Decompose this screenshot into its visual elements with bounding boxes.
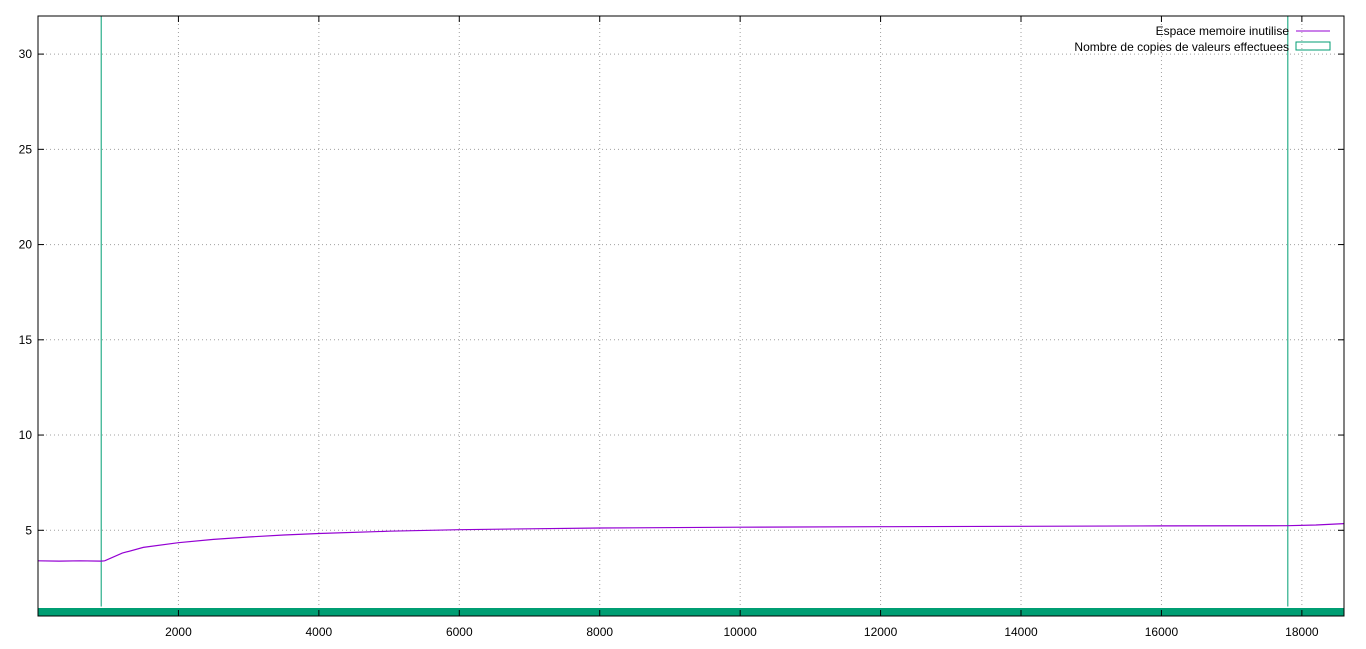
legend-label-memory: Espace memoire inutilise xyxy=(1156,24,1290,38)
axis-ticks: 2000 4000 6000 8000 10000 12000 14000 16000 1800… xyxy=(19,16,1344,639)
y-tick-label: 15 xyxy=(19,333,33,347)
x-tick-label: 10000 xyxy=(723,625,757,639)
plot-border xyxy=(37,15,1345,617)
plot-background xyxy=(38,16,1344,616)
grid xyxy=(38,16,1344,616)
y-tick-label: 30 xyxy=(19,47,33,61)
memory-series xyxy=(37,523,1345,562)
x-tick-label: 6000 xyxy=(446,625,473,639)
legend-swatch-copies xyxy=(1295,41,1331,51)
x-tick-label: 8000 xyxy=(586,625,613,639)
x-tick-label: 14000 xyxy=(1004,625,1038,639)
copies-baseline-band xyxy=(38,608,1344,616)
legend: Espace memoire inutilise Nombre de copie… xyxy=(1074,24,1331,54)
y-tick-label: 20 xyxy=(19,238,33,252)
x-tick-label: 18000 xyxy=(1285,625,1319,639)
legend-label-copies: Nombre de copies de valeurs effectuees xyxy=(1074,40,1289,54)
x-tick-label: 12000 xyxy=(864,625,898,639)
copies-series xyxy=(100,16,1289,607)
x-tick-label: 16000 xyxy=(1145,625,1179,639)
x-tick-label: 2000 xyxy=(165,625,192,639)
memory-line xyxy=(37,523,1345,562)
x-tick-label: 4000 xyxy=(306,625,333,639)
y-tick-label: 25 xyxy=(19,142,33,156)
y-tick-label: 5 xyxy=(25,523,32,537)
y-tick-label: 10 xyxy=(19,428,33,442)
